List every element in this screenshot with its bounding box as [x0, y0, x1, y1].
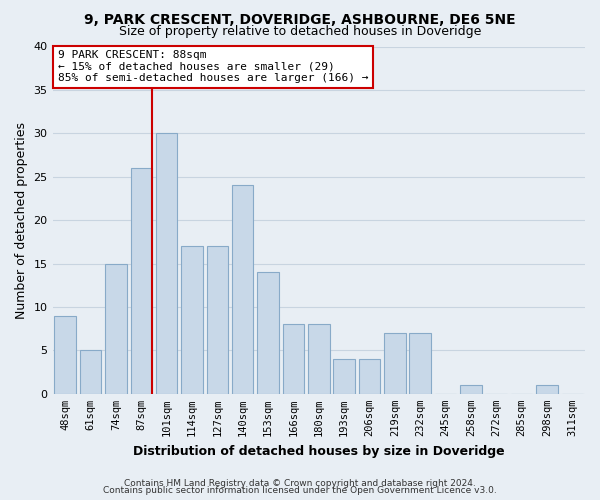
Text: Contains HM Land Registry data © Crown copyright and database right 2024.: Contains HM Land Registry data © Crown c… — [124, 478, 476, 488]
Bar — [536, 385, 558, 394]
Bar — [359, 359, 380, 394]
Bar — [460, 385, 482, 394]
Bar — [156, 134, 178, 394]
Text: Contains public sector information licensed under the Open Government Licence v3: Contains public sector information licen… — [103, 486, 497, 495]
Text: Size of property relative to detached houses in Doveridge: Size of property relative to detached ho… — [119, 25, 481, 38]
Bar — [308, 324, 329, 394]
Bar — [283, 324, 304, 394]
Bar — [232, 186, 253, 394]
Bar — [131, 168, 152, 394]
Bar — [257, 272, 279, 394]
Bar — [206, 246, 228, 394]
Bar — [334, 359, 355, 394]
Bar — [181, 246, 203, 394]
Bar — [105, 264, 127, 394]
Y-axis label: Number of detached properties: Number of detached properties — [15, 122, 28, 318]
Text: 9, PARK CRESCENT, DOVERIDGE, ASHBOURNE, DE6 5NE: 9, PARK CRESCENT, DOVERIDGE, ASHBOURNE, … — [84, 12, 516, 26]
Text: 9 PARK CRESCENT: 88sqm
← 15% of detached houses are smaller (29)
85% of semi-det: 9 PARK CRESCENT: 88sqm ← 15% of detached… — [58, 50, 368, 83]
X-axis label: Distribution of detached houses by size in Doveridge: Distribution of detached houses by size … — [133, 444, 505, 458]
Bar — [80, 350, 101, 394]
Bar — [55, 316, 76, 394]
Bar — [384, 333, 406, 394]
Bar — [409, 333, 431, 394]
